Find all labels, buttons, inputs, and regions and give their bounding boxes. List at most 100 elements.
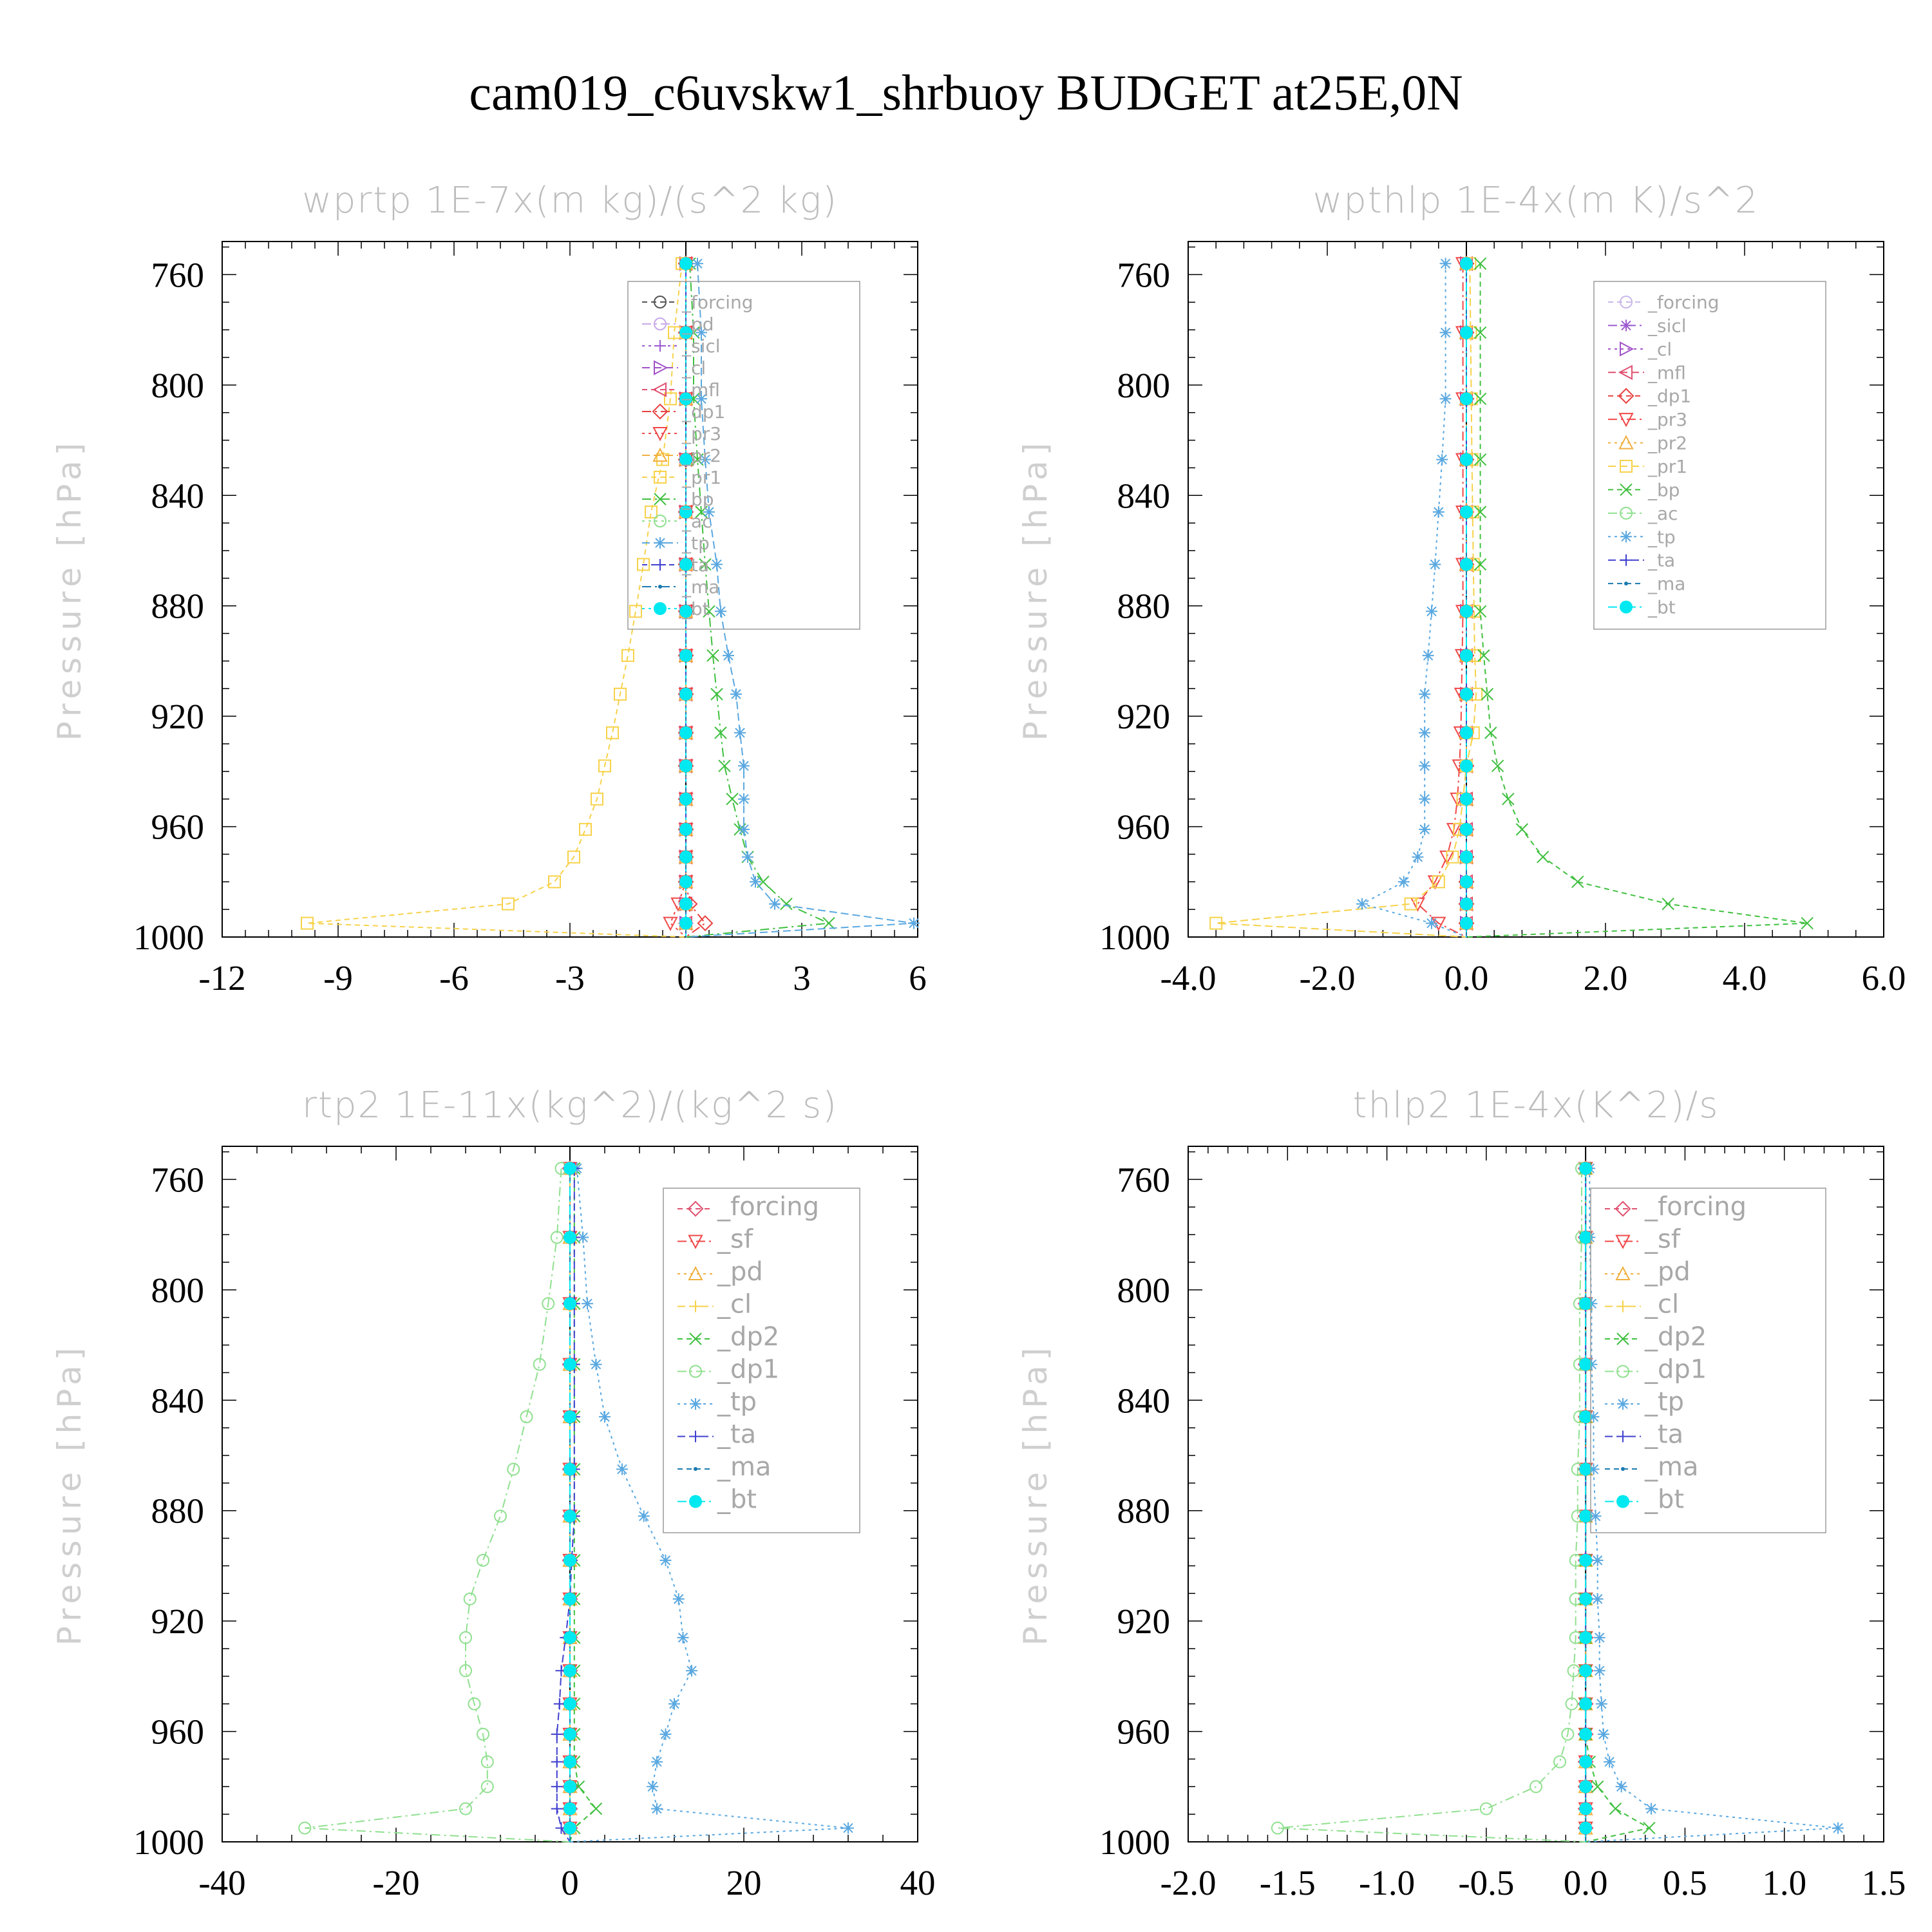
data-point: [1460, 759, 1473, 773]
y-tick-label: 920: [151, 1602, 205, 1641]
data-point: [459, 1631, 472, 1644]
y-tick-label: 800: [151, 366, 205, 405]
data-point: [564, 1231, 576, 1244]
legend-label: _sicl: [681, 336, 721, 357]
data-point: [533, 1358, 546, 1371]
data-point: [1439, 327, 1452, 339]
legend-marker: [690, 1430, 701, 1443]
data-point: [468, 1697, 481, 1710]
data-point: [1597, 1728, 1609, 1740]
data-point: [590, 1358, 602, 1370]
x-tick-label: 0: [677, 958, 695, 998]
data-point: [564, 1755, 576, 1768]
legend-marker: [1617, 1430, 1629, 1443]
legend-marker: [654, 602, 667, 615]
data-point: [1460, 649, 1473, 662]
panel-4: thlp2 1E-4x(K^2)/s Pressure [hPa] 760 800 84…: [1017, 1084, 1906, 1902]
data-point: [1591, 1554, 1604, 1566]
data-point: [1460, 822, 1473, 836]
data-point: [459, 1802, 472, 1815]
series-line: [307, 263, 687, 938]
data-point: [1832, 1822, 1844, 1834]
series-bt: [679, 257, 692, 937]
series-dp1: [1271, 1162, 1588, 1842]
legend-marker: [694, 1467, 697, 1471]
y-tick-label: 880: [1117, 587, 1171, 626]
data-point: [564, 1463, 576, 1476]
data-point: [750, 876, 761, 888]
data-point: [1579, 1821, 1593, 1835]
data-point: [298, 1821, 312, 1835]
data-point: [1593, 1631, 1605, 1643]
y-tick-label: 920: [1117, 1602, 1171, 1641]
legend-label: _cl: [1647, 339, 1672, 360]
data-point: [730, 688, 742, 700]
data-point: [1460, 792, 1473, 806]
data-point: [679, 792, 692, 806]
legend-label: _sicl: [1647, 315, 1687, 336]
legend-label: _ma: [681, 576, 719, 598]
data-point: [679, 759, 692, 773]
x-tick-label: 4.0: [1723, 958, 1767, 998]
legend-label: _ta: [1644, 1420, 1683, 1450]
x-tick-label: -3: [555, 958, 585, 998]
legend-label: _pr1: [681, 467, 721, 488]
data-point: [1589, 1510, 1602, 1522]
data-point: [1397, 876, 1410, 888]
data-point: [564, 1553, 576, 1567]
data-point: [564, 1780, 576, 1794]
legend-marker: [658, 585, 662, 589]
y-axis-label: Pressure [hPa]: [1017, 1343, 1054, 1646]
data-point: [1502, 793, 1515, 806]
y-tick-label: 960: [151, 1712, 205, 1752]
y-tick-label: 800: [1117, 366, 1171, 405]
legend-marker: [654, 296, 667, 308]
legend-label: _ma: [717, 1452, 771, 1482]
data-point: [651, 1756, 663, 1768]
data-point: [564, 1802, 576, 1815]
data-point: [564, 1664, 576, 1678]
y-tick-label: 760: [1117, 255, 1171, 294]
x-tick-label: 1.0: [1762, 1863, 1806, 1902]
data-point: [1491, 759, 1504, 772]
data-point: [908, 917, 920, 929]
y-axis-label: Pressure [hPa]: [51, 1343, 88, 1646]
data-point: [714, 726, 727, 739]
legend-label: _pd: [1644, 1257, 1690, 1287]
x-tick-label: -2.0: [1160, 1863, 1216, 1902]
data-point: [1460, 558, 1473, 571]
data-point: [679, 897, 692, 911]
data-point: [1579, 1780, 1593, 1794]
series-bp: [1466, 257, 1814, 938]
data-point: [477, 1553, 489, 1567]
data-point: [1473, 506, 1487, 518]
data-point: [710, 688, 723, 701]
data-point: [679, 850, 692, 864]
data-point: [1432, 506, 1444, 518]
data-point: [577, 1231, 589, 1244]
data-point: [1356, 898, 1368, 910]
data-point: [1419, 760, 1431, 772]
data-point: [738, 823, 750, 835]
data-point: [614, 687, 627, 701]
data-point: [564, 1510, 576, 1523]
series-line: [1360, 263, 1467, 938]
panel-title: thlp2 1E-4x(K^2)/s: [1353, 1084, 1719, 1126]
data-point: [1579, 1358, 1593, 1371]
data-point: [842, 1822, 854, 1834]
data-point: [1271, 1821, 1284, 1835]
data-point: [564, 1631, 576, 1644]
y-tick-label: 880: [151, 1492, 205, 1531]
data-point: [734, 726, 746, 739]
legend-label: _dp1: [1647, 386, 1691, 407]
legend-marker: [1617, 1398, 1629, 1410]
series-tp: [569, 1162, 854, 1842]
data-point: [738, 760, 750, 772]
legend-label: _sf: [1644, 1225, 1681, 1255]
legend-label: _pr2: [681, 445, 721, 466]
data-point: [706, 649, 719, 662]
data-point: [1426, 917, 1437, 929]
data-point: [1460, 326, 1473, 339]
x-tick-label: -6: [439, 958, 469, 998]
legend-marker: [1620, 554, 1632, 566]
